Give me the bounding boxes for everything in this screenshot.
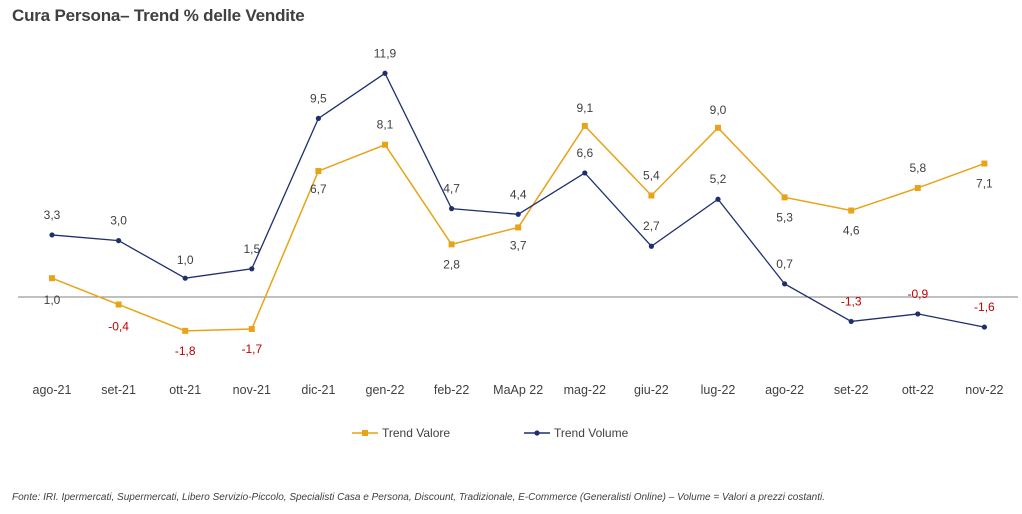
data-point: [648, 243, 655, 249]
data-label: 6,7: [310, 182, 327, 196]
data-label: 7,1: [976, 177, 993, 191]
data-point: [781, 194, 788, 201]
data-point: [582, 170, 588, 176]
x-tick-label: set-21: [101, 383, 136, 397]
data-point: [382, 141, 388, 148]
data-point: [848, 318, 854, 325]
data-label: 6,6: [576, 146, 593, 160]
data-label: -1,7: [241, 342, 262, 356]
data-label: 5,3: [776, 210, 793, 224]
x-tick-label: ago-21: [33, 383, 72, 397]
data-point: [116, 238, 122, 244]
data-point: [382, 70, 388, 76]
data-point: [182, 327, 189, 334]
x-tick-label: ott-21: [169, 383, 201, 397]
data-point: [981, 160, 988, 167]
x-tick-label: giu-22: [634, 383, 669, 397]
data-label: 8,1: [377, 118, 394, 132]
data-point: [581, 122, 588, 129]
data-label: 3,0: [110, 214, 127, 228]
x-tick-label: gen-22: [366, 383, 405, 397]
chart-title: Cura Persona– Trend % delle Vendite: [12, 6, 305, 25]
data-label: 5,4: [643, 168, 660, 182]
data-label: 0,7: [776, 257, 793, 271]
data-point: [782, 281, 788, 287]
data-label: 4,4: [510, 187, 527, 201]
data-point: [515, 224, 522, 231]
data-point: [648, 192, 655, 199]
data-point: [315, 168, 322, 175]
data-point: [448, 241, 455, 248]
data-label: 5,8: [909, 161, 926, 175]
x-tick-label: ago-22: [765, 383, 804, 397]
data-point: [715, 196, 721, 202]
data-label: 2,7: [643, 219, 660, 233]
data-point: [715, 124, 721, 131]
data-point: [182, 275, 188, 281]
x-tick-label: lug-22: [701, 383, 736, 397]
data-point: [914, 184, 921, 191]
data-point: [249, 266, 255, 272]
data-label: 2,8: [443, 257, 460, 271]
x-tick-label: MaAp 22: [493, 383, 543, 397]
data-label: 9,5: [310, 91, 327, 105]
data-label: -0,4: [108, 320, 129, 334]
data-point: [49, 232, 55, 238]
data-point: [248, 325, 255, 332]
legend-label: Trend Valore: [382, 426, 450, 440]
x-tick-label: nov-22: [965, 383, 1003, 397]
data-point: [315, 115, 321, 121]
legend-label: Trend Volume: [554, 426, 629, 440]
legend-marker: [362, 430, 368, 436]
data-point: [848, 207, 855, 214]
data-label: 5,2: [710, 172, 727, 186]
footnote: Fonte: IRI. Ipermercati, Supermercati, L…: [12, 492, 826, 503]
data-label: -1,3: [841, 294, 862, 308]
data-label: 1,0: [177, 253, 194, 267]
data-point: [115, 301, 122, 308]
data-point: [515, 211, 521, 217]
data-point: [49, 275, 55, 282]
x-tick-label: set-22: [834, 383, 869, 397]
data-label: 4,6: [843, 224, 860, 238]
data-label: 1,5: [243, 242, 260, 256]
data-point: [915, 311, 921, 317]
data-label: 9,0: [710, 103, 727, 117]
data-point: [981, 324, 988, 330]
x-tick-label: mag-22: [564, 383, 606, 397]
x-tick-label: nov-21: [233, 383, 271, 397]
data-label: -0,9: [907, 287, 928, 301]
data-label: 9,1: [576, 101, 593, 115]
legend-marker: [534, 430, 540, 436]
data-point: [449, 206, 455, 212]
x-tick-label: feb-22: [434, 383, 469, 397]
data-label: 3,3: [44, 208, 61, 222]
data-label: -1,8: [175, 344, 196, 358]
data-label: 1,0: [44, 293, 61, 307]
data-label: 11,9: [374, 46, 397, 60]
data-label: -1,6: [974, 300, 995, 314]
data-label: 4,7: [443, 182, 460, 196]
x-tick-label: ott-22: [902, 383, 934, 397]
x-tick-label: dic-21: [301, 383, 335, 397]
data-label: 3,7: [510, 238, 527, 252]
